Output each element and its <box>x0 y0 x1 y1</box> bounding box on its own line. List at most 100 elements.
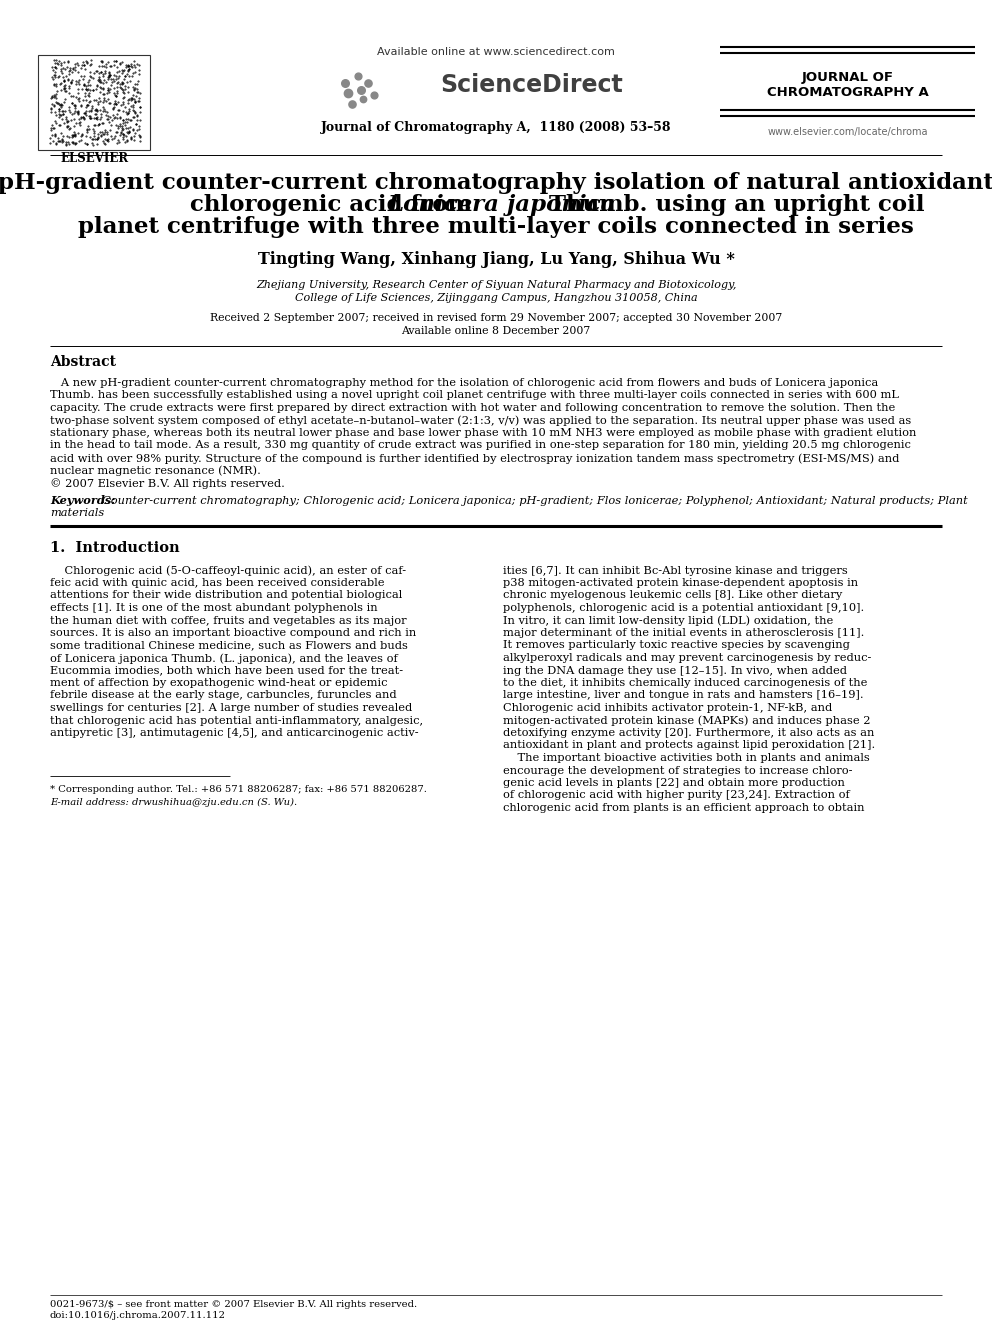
Point <box>82 91 98 112</box>
Point <box>70 89 86 110</box>
Text: ment of affection by exopathogenic wind-heat or epidemic: ment of affection by exopathogenic wind-… <box>50 677 388 688</box>
Point <box>72 95 88 116</box>
Point <box>353 79 369 101</box>
Point <box>50 81 65 102</box>
Point <box>110 67 126 89</box>
Point <box>48 132 63 153</box>
Point <box>122 108 138 130</box>
Point <box>60 115 75 136</box>
Point <box>76 102 92 123</box>
Text: chlorogenic acid from plants is an efficient approach to obtain: chlorogenic acid from plants is an effic… <box>503 803 864 814</box>
Point <box>44 119 60 140</box>
Point <box>126 130 142 151</box>
Point <box>115 110 131 131</box>
Point <box>123 56 139 77</box>
Point <box>112 124 128 146</box>
Point <box>116 124 132 146</box>
Point <box>123 128 139 149</box>
Point <box>90 62 106 83</box>
Point <box>91 114 107 135</box>
Point <box>121 98 137 119</box>
Point <box>100 52 116 73</box>
Point <box>126 101 142 122</box>
Point <box>117 75 133 97</box>
Point <box>77 85 93 106</box>
Point <box>124 57 140 78</box>
Point <box>45 85 61 106</box>
Text: Thumb. has been successfully established using a novel upright coil planet centr: Thumb. has been successfully established… <box>50 390 899 401</box>
Point <box>120 60 136 81</box>
Point <box>48 102 63 123</box>
Point <box>78 78 94 99</box>
Point <box>131 115 147 136</box>
Point <box>92 77 108 98</box>
Point <box>47 57 62 78</box>
Text: It removes particularly toxic reactive species by scavenging: It removes particularly toxic reactive s… <box>503 640 850 651</box>
Point <box>87 115 103 136</box>
Point <box>118 102 134 123</box>
Point <box>73 130 89 151</box>
Point <box>44 99 60 120</box>
Point <box>60 116 75 138</box>
Point <box>91 81 107 102</box>
Point <box>132 82 148 103</box>
Point <box>95 64 111 85</box>
Point <box>76 103 92 124</box>
Point <box>106 127 122 148</box>
Point <box>43 102 59 123</box>
Text: ELSEVIER: ELSEVIER <box>61 152 129 164</box>
Point <box>126 107 142 128</box>
Point <box>48 62 63 83</box>
Point <box>65 126 81 147</box>
Point <box>120 81 136 102</box>
Point <box>114 71 130 93</box>
Point <box>119 130 135 151</box>
Point <box>64 62 80 83</box>
Point <box>56 71 71 93</box>
Text: E-mail address: drwushihua@zju.edu.cn (S. Wu).: E-mail address: drwushihua@zju.edu.cn (S… <box>50 798 298 807</box>
Point <box>87 107 103 128</box>
Point <box>115 110 131 131</box>
Point <box>66 134 82 155</box>
Point <box>53 94 68 115</box>
Point <box>59 134 74 155</box>
Point <box>55 101 70 122</box>
Point <box>48 83 63 105</box>
Point <box>95 101 111 122</box>
Point <box>120 93 136 114</box>
Point <box>102 64 118 85</box>
Text: doi:10.1016/j.chroma.2007.11.112: doi:10.1016/j.chroma.2007.11.112 <box>50 1311 226 1320</box>
Point <box>95 70 111 91</box>
Point <box>120 54 136 75</box>
Point <box>88 107 104 128</box>
Point <box>100 79 116 101</box>
Point <box>62 101 77 122</box>
Point <box>79 83 95 105</box>
Point <box>125 99 141 120</box>
Point <box>56 103 71 124</box>
Point <box>115 112 131 134</box>
Point <box>61 111 76 132</box>
Point <box>91 87 107 108</box>
Point <box>59 81 74 102</box>
Text: antipyretic [3], antimutagenic [4,5], and anticarcinogenic activ-: antipyretic [3], antimutagenic [4,5], an… <box>50 728 419 738</box>
Point <box>60 126 75 147</box>
Point <box>128 114 144 135</box>
Point <box>58 134 73 155</box>
Point <box>101 62 117 83</box>
Text: Eucommia imodies, both which have been used for the treat-: Eucommia imodies, both which have been u… <box>50 665 403 676</box>
Text: ities [6,7]. It can inhibit Bc-Abl tyrosine kinase and triggers: ities [6,7]. It can inhibit Bc-Abl tyros… <box>503 565 848 576</box>
Text: materials: materials <box>50 508 104 519</box>
Point <box>101 62 117 83</box>
Point <box>104 110 120 131</box>
Point <box>110 99 126 120</box>
Point <box>108 86 124 107</box>
Point <box>94 77 110 98</box>
Point <box>90 127 106 148</box>
Point <box>106 91 122 112</box>
Text: Chlorogenic acid inhibits activator protein-1, NF-kB, and: Chlorogenic acid inhibits activator prot… <box>503 703 832 713</box>
Point <box>86 126 102 147</box>
Point <box>75 69 91 90</box>
Point <box>51 103 66 124</box>
Point <box>114 73 130 94</box>
